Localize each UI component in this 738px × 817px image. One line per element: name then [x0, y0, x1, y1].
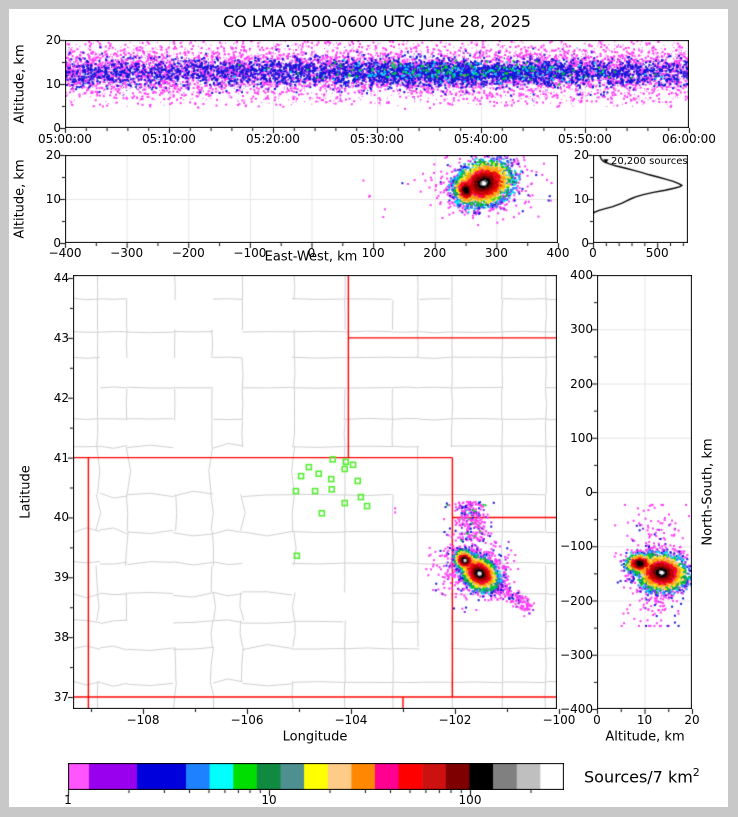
tick-label: 05:20:00 — [246, 132, 300, 146]
tick-label: 10 — [636, 713, 653, 727]
tick-label: −300 — [110, 246, 144, 260]
tick-label: 06:00:00 — [662, 132, 716, 146]
tick-label: 05:30:00 — [350, 132, 404, 146]
tick-label: 39 — [53, 570, 69, 585]
map-panel — [73, 275, 557, 709]
tick-label: 400 — [570, 268, 593, 282]
tick-label: 0 — [53, 236, 61, 250]
source-count-annotation: 20,200 sources — [611, 156, 688, 167]
tick-label: −100 — [542, 713, 576, 727]
tick-label: 0 — [53, 121, 61, 135]
tick-label: 500 — [645, 246, 669, 260]
north-south-panel — [597, 275, 692, 709]
tick-label: −106 — [230, 713, 264, 727]
north-south-ylabel: North-South, km — [700, 438, 716, 546]
map-xlabel: Longitude — [282, 729, 348, 745]
tick-label: 200 — [570, 376, 593, 391]
tick-label: −200 — [560, 593, 593, 608]
tick-label: 100 — [361, 246, 385, 260]
tick-label: −300 — [560, 647, 593, 662]
tick-label: 10 — [45, 192, 61, 206]
east-west-xlabel: East-West, km — [264, 249, 358, 265]
tick-label: 43 — [53, 330, 69, 345]
tick-label: −100 — [233, 246, 267, 260]
tick-label: 37 — [53, 690, 69, 705]
tick-label: 100 — [570, 430, 593, 445]
tick-label: 20 — [45, 33, 61, 47]
tick-label: 300 — [570, 322, 593, 337]
time-height-panel — [65, 40, 689, 128]
tick-label: −200 — [171, 246, 205, 260]
tick-label: 05:10:00 — [142, 132, 196, 146]
tick-label: 20 — [573, 148, 589, 162]
east-west-panel — [65, 155, 558, 243]
tick-label: 0 — [593, 713, 601, 727]
tick-label: 10 — [45, 77, 61, 91]
tick-label: 42 — [53, 390, 69, 405]
tick-label: 0 — [589, 246, 597, 260]
colorbar — [68, 763, 564, 790]
figure-title: CO LMA 0500-0600 UTC June 28, 2025 — [223, 12, 531, 31]
tick-label: 0 — [585, 485, 593, 499]
tick-label: 10 — [573, 192, 589, 206]
tick-label: 1 — [64, 793, 72, 807]
tick-label: 400 — [546, 246, 570, 260]
tick-label: 0 — [307, 246, 316, 260]
tick-label: −400 — [560, 702, 593, 716]
tick-label: 38 — [53, 630, 69, 645]
tick-label: 44 — [53, 270, 69, 285]
tick-label: 20 — [684, 713, 700, 727]
north-south-xlabel: Altitude, km — [605, 729, 685, 745]
tick-label: −102 — [438, 713, 472, 727]
tick-label: 05:40:00 — [454, 132, 508, 146]
histogram-panel — [593, 155, 688, 243]
tick-label: 41 — [53, 450, 69, 465]
tick-label: 40 — [53, 510, 69, 525]
tick-label: −104 — [334, 713, 368, 727]
tick-label: 20 — [45, 148, 61, 162]
tick-label: −100 — [560, 539, 593, 554]
tick-label: 300 — [484, 246, 508, 260]
colorbar-label: Sources/7 km2 — [584, 766, 700, 787]
tick-label: 05:00:00 — [38, 132, 92, 146]
tick-label: 10 — [261, 793, 277, 807]
tick-label: 200 — [423, 246, 447, 260]
tick-label: −108 — [126, 713, 160, 727]
tick-label: 0 — [581, 236, 589, 250]
tick-label: 05:50:00 — [558, 132, 612, 146]
tick-label: 100 — [458, 793, 482, 807]
tick-label: −400 — [48, 246, 82, 260]
